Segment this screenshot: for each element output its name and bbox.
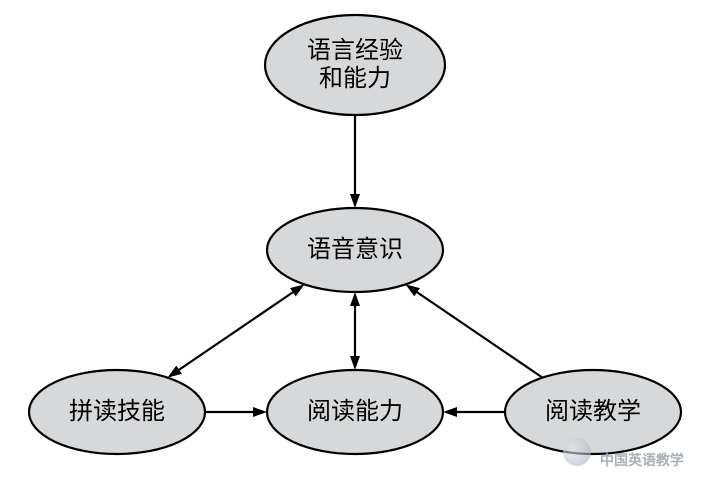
node-top: 语言经验和能力 xyxy=(265,15,445,115)
edge-center-left xyxy=(179,292,293,369)
node-right: 阅读教学 xyxy=(505,370,681,454)
node-center-label: 语音意识 xyxy=(307,236,403,263)
node-left-label: 拼读技能 xyxy=(69,398,165,425)
node-top-label: 语言经验 xyxy=(307,37,403,64)
node-bottom-label: 阅读能力 xyxy=(307,398,403,425)
node-left: 拼读技能 xyxy=(29,370,205,454)
node-top-label: 和能力 xyxy=(319,65,391,92)
edge-right-center xyxy=(417,292,542,377)
node-bottom: 阅读能力 xyxy=(267,370,443,454)
node-center: 语音意识 xyxy=(267,208,443,292)
concept-diagram: 语言经验和能力语音意识拼读技能 阅读能力 阅读教学 xyxy=(0,0,723,500)
node-right-label: 阅读教学 xyxy=(545,398,641,425)
